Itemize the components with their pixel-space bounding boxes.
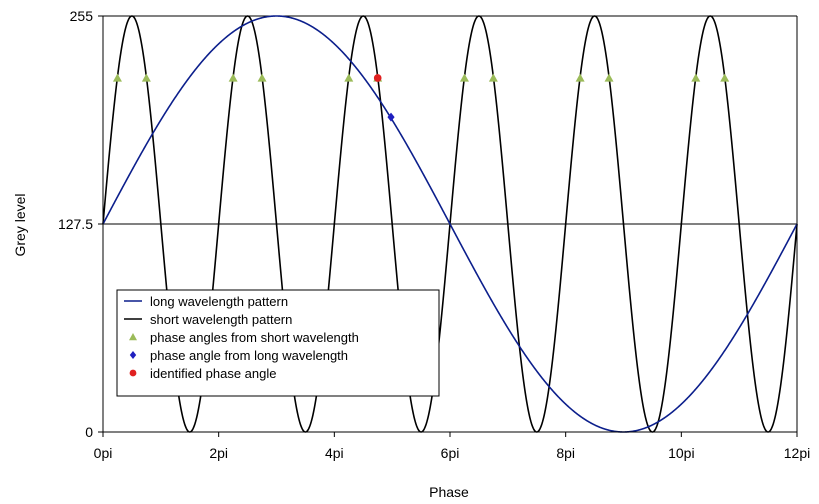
x-tick-label: 10pi xyxy=(668,445,694,461)
phase-angles-from-short-wavelength-marker xyxy=(488,73,498,82)
phase-angles-from-short-wavelength-marker xyxy=(228,73,238,82)
x-tick-label: 0pi xyxy=(94,445,113,461)
y-axis-title: Grey level xyxy=(12,193,28,256)
phase-angles-from-short-wavelength-marker xyxy=(141,73,151,82)
marker-layer xyxy=(112,73,730,122)
axis-layer: 0pi 2pi 4pi 6pi 8pi 10pi 12pi 0 127.5 255 xyxy=(58,8,810,461)
legend-label: identified phase angle xyxy=(150,366,277,381)
legend-swatch-3 xyxy=(129,351,137,359)
phase-angles-from-short-wavelength-marker xyxy=(257,73,267,82)
legend-box xyxy=(116,289,440,397)
y-tick-label: 127.5 xyxy=(58,216,93,232)
legend-swatch-4 xyxy=(129,369,137,377)
y-tick-label: 0 xyxy=(85,424,93,440)
series-layer xyxy=(102,15,798,433)
long-wavelength-pattern-line xyxy=(102,15,798,433)
phase-angles-from-short-wavelength-marker xyxy=(691,73,701,82)
phase-angles-from-short-wavelength-marker xyxy=(112,73,122,82)
phase-angles-from-short-wavelength-marker xyxy=(344,73,354,82)
legend-swatch-2 xyxy=(129,333,137,341)
x-tick-label: 2pi xyxy=(209,445,228,461)
x-tick-label: 4pi xyxy=(325,445,344,461)
y-tick-label: 255 xyxy=(70,8,94,24)
legend-label: long wavelength pattern xyxy=(150,294,288,309)
x-tick-label: 12pi xyxy=(784,445,810,461)
identified-phase-angle-marker xyxy=(373,74,382,82)
legend-label: short wavelength pattern xyxy=(150,312,292,327)
x-axis-title: Phase xyxy=(429,484,469,500)
x-tick-label: 8pi xyxy=(556,445,575,461)
phase-angles-from-short-wavelength-marker xyxy=(604,73,614,82)
x-tick-label: 6pi xyxy=(441,445,460,461)
phase-angle-from-long-wavelength-marker xyxy=(387,112,395,122)
legend-label: phase angle from long wavelength xyxy=(150,348,348,363)
phase-angles-from-short-wavelength-marker xyxy=(575,73,585,82)
phase-angles-from-short-wavelength-marker xyxy=(459,73,469,82)
phase-angles-from-short-wavelength-marker xyxy=(720,73,730,82)
legend-label: phase angles from short wavelength xyxy=(150,330,359,345)
legend: long wavelength pattern short wavelength … xyxy=(116,289,440,397)
